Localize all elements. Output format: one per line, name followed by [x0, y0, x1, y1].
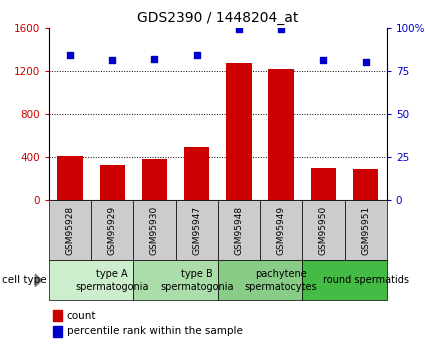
- Text: round spermatids: round spermatids: [323, 275, 408, 285]
- Bar: [142, 159, 167, 200]
- Bar: [133, 260, 218, 300]
- Point: [151, 56, 158, 61]
- Bar: [269, 69, 294, 200]
- Point: [193, 52, 200, 58]
- Point: [362, 59, 369, 65]
- Text: type B
spermatogonia: type B spermatogonia: [160, 269, 233, 292]
- Text: GSM95929: GSM95929: [108, 206, 117, 255]
- Bar: [353, 169, 378, 200]
- Bar: [226, 63, 252, 200]
- Bar: [345, 200, 387, 260]
- Point: [320, 58, 327, 63]
- Text: count: count: [67, 311, 96, 321]
- Text: percentile rank within the sample: percentile rank within the sample: [67, 326, 243, 336]
- Title: GDS2390 / 1448204_at: GDS2390 / 1448204_at: [137, 11, 298, 25]
- Bar: [99, 165, 125, 200]
- Bar: [49, 200, 91, 260]
- Text: GSM95928: GSM95928: [65, 206, 74, 255]
- Text: GSM95950: GSM95950: [319, 206, 328, 255]
- Bar: [218, 200, 260, 260]
- Bar: [302, 260, 387, 300]
- Bar: [49, 260, 133, 300]
- Text: cell type: cell type: [2, 275, 47, 285]
- Bar: [176, 200, 218, 260]
- Bar: [311, 168, 336, 200]
- Text: GSM95951: GSM95951: [361, 206, 370, 255]
- Text: type A
spermatogonia: type A spermatogonia: [76, 269, 149, 292]
- Text: pachytene
spermatocytes: pachytene spermatocytes: [245, 269, 317, 292]
- Bar: [302, 200, 345, 260]
- Bar: [260, 200, 302, 260]
- Text: GSM95949: GSM95949: [277, 206, 286, 255]
- Point: [235, 27, 242, 32]
- Polygon shape: [35, 274, 42, 286]
- Bar: [53, 326, 62, 337]
- Bar: [218, 260, 302, 300]
- Point: [109, 58, 116, 63]
- Bar: [53, 310, 62, 321]
- Point: [278, 27, 285, 32]
- Point: [67, 52, 74, 58]
- Text: GSM95948: GSM95948: [235, 206, 244, 255]
- Text: GSM95930: GSM95930: [150, 206, 159, 255]
- Bar: [91, 200, 133, 260]
- Bar: [184, 147, 210, 200]
- Text: GSM95947: GSM95947: [192, 206, 201, 255]
- Bar: [133, 200, 176, 260]
- Bar: [57, 156, 82, 200]
